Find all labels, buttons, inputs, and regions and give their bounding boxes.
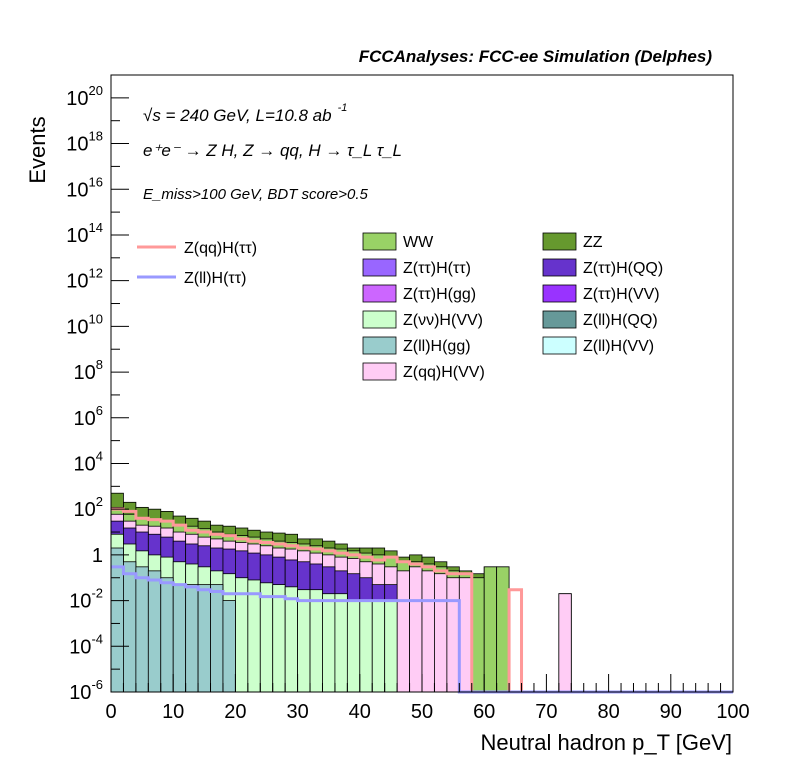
y-tick-label: 1010 xyxy=(66,311,103,338)
x-tick-label: 40 xyxy=(349,701,371,723)
histogram-bar xyxy=(123,561,137,693)
y-axis: 10-6 10-4 10-2 1 102 104 106 108 1010 1012 1014 101… xyxy=(66,74,129,704)
histogram-bar xyxy=(110,547,124,693)
y-tick-label: 104 xyxy=(74,448,103,475)
x-tick-label: 60 xyxy=(473,701,495,723)
legend-box-swatch xyxy=(542,284,577,303)
stacked-histogram xyxy=(110,492,572,693)
series-line-0 xyxy=(111,507,733,694)
histogram-bar xyxy=(147,570,162,693)
histogram-bar xyxy=(434,573,448,693)
x-tick-label: 10 xyxy=(162,701,184,723)
histogram-bar xyxy=(471,577,485,693)
histogram-bar xyxy=(409,566,423,693)
chart-title: FCCAnalyses: FCC-ee Simulation (Delphes) xyxy=(359,47,713,66)
y-tick-label: 1012 xyxy=(66,266,103,293)
y-tick-label: 1 xyxy=(92,545,103,567)
x-tick-label: 100 xyxy=(716,701,749,723)
histogram-bar xyxy=(297,589,311,693)
histogram-bar xyxy=(247,579,261,693)
x-axis-label: Neutral hadron p_T [GeV] xyxy=(480,730,732,755)
histogram-bar xyxy=(483,566,498,693)
legend-box-swatch xyxy=(362,284,397,303)
histogram-bar xyxy=(322,593,336,693)
legend-box-label: Z(νν)H(VV) xyxy=(403,312,483,329)
legend-box-swatch xyxy=(362,258,397,277)
x-tick-label: 50 xyxy=(411,701,433,723)
x-tick-label: 30 xyxy=(286,701,308,723)
histogram-bar xyxy=(558,593,572,693)
histogram-bar xyxy=(458,577,473,693)
y-tick-label: 102 xyxy=(74,494,103,521)
y-tick-label: 10-4 xyxy=(69,631,103,658)
legend-box-swatch xyxy=(542,310,577,329)
y-tick-label: 1016 xyxy=(66,174,103,201)
lumi-exponent: -1 xyxy=(338,102,348,114)
y-tick-label: 108 xyxy=(74,357,103,384)
y-tick-label: 1020 xyxy=(66,83,103,110)
histogram-bar xyxy=(446,577,460,693)
legend-box-swatch xyxy=(542,258,577,277)
legend: Z(qq)H(ττ) Z(ll)H(ττ) WW ZZ Z(ττ)H(ττ) Z(ττ)H… xyxy=(137,232,663,381)
histogram-bar xyxy=(334,593,348,693)
x-tick-label: 90 xyxy=(660,701,682,723)
process-label: e⁺e⁻ → Z H, Z → qq, H → τ_L τ_L xyxy=(143,141,402,160)
legend-box-swatch xyxy=(542,232,577,251)
legend-box-swatch xyxy=(362,362,397,381)
legend-box-label: Z(ττ)H(gg) xyxy=(403,286,476,303)
histogram-bar xyxy=(346,600,361,693)
legend-box-swatch xyxy=(362,232,397,251)
y-axis-label: Events xyxy=(25,116,50,183)
selection-label: E_miss>100 GeV, BDT score>0.5 xyxy=(143,186,368,203)
histogram-bar xyxy=(384,600,398,693)
histogram-bar xyxy=(396,570,410,693)
series-line-1 xyxy=(111,565,733,694)
histogram-bar xyxy=(259,582,274,693)
x-tick-label: 80 xyxy=(597,701,619,723)
legend-line-label: Z(ll)H(ττ) xyxy=(184,270,246,287)
histogram-bar xyxy=(222,600,236,693)
histogram-bar xyxy=(185,584,199,693)
legend-box-swatch xyxy=(362,336,397,355)
x-tick-label: 20 xyxy=(224,701,246,723)
x-tick-label: 70 xyxy=(535,701,557,723)
histogram-bar xyxy=(160,577,174,693)
y-tick-label: 1018 xyxy=(66,129,103,156)
legend-box-label: WW xyxy=(403,234,434,251)
histogram-bar xyxy=(359,600,373,693)
legend-box-label: Z(ττ)H(QQ) xyxy=(583,260,663,277)
legend-box-label: Z(ll)H(QQ) xyxy=(583,312,658,329)
histogram-bar xyxy=(371,600,386,693)
x-tick-label: 0 xyxy=(105,701,116,723)
histogram-bar xyxy=(496,566,510,693)
y-tick-label: 10-2 xyxy=(69,586,103,613)
legend-box-label: Z(ττ)H(ττ) xyxy=(403,260,471,277)
histogram-bar xyxy=(284,586,299,693)
y-tick-label: 106 xyxy=(74,403,103,430)
histogram-bar xyxy=(197,584,211,693)
legend-box-label: Z(ll)H(gg) xyxy=(403,338,471,355)
y-tick-label: 1014 xyxy=(66,220,103,247)
legend-line-label: Z(qq)H(ττ) xyxy=(184,240,257,257)
histogram-bar xyxy=(135,566,149,693)
stack-layer-5 xyxy=(110,547,236,693)
histogram-bar xyxy=(210,584,224,693)
x-axis: 0 10 20 30 40 50 60 70 80 90 100 xyxy=(105,674,750,723)
y-tick-label: 10-6 xyxy=(69,677,103,704)
legend-box-label: ZZ xyxy=(583,234,603,251)
legend-box-label: Z(ττ)H(VV) xyxy=(583,286,660,303)
legend-box-swatch xyxy=(542,336,577,355)
legend-box-label: Z(qq)H(VV) xyxy=(403,364,485,381)
signal-lines xyxy=(111,507,733,694)
energy-lumi-label: √s = 240 GeV, L=10.8 ab -1 xyxy=(143,102,347,125)
histogram-bar xyxy=(309,589,323,693)
histogram-bar xyxy=(421,570,435,693)
histogram-bar xyxy=(272,584,286,693)
legend-box-label: Z(ll)H(VV) xyxy=(583,338,654,355)
histogram-bar xyxy=(172,584,187,693)
legend-box-swatch xyxy=(362,310,397,329)
